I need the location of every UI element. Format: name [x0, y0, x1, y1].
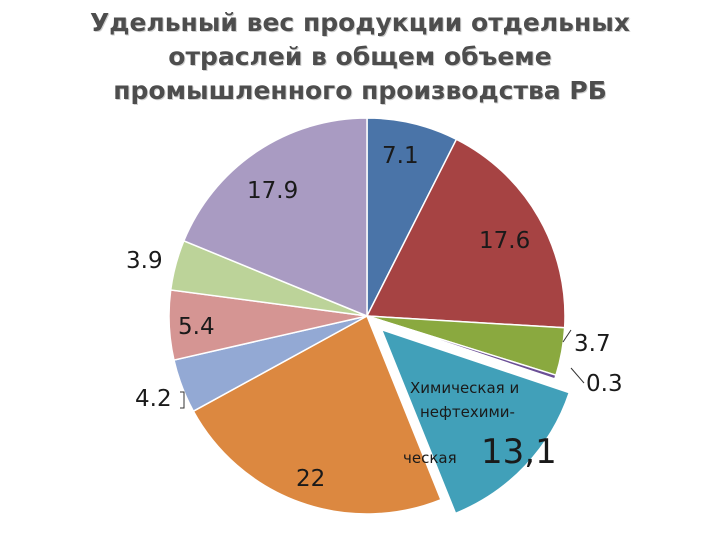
- slice-label-22: 22: [296, 466, 325, 492]
- leader-lines: [180, 329, 585, 409]
- slice-label-17-9: 17.9: [247, 178, 298, 204]
- slice-label-chem-value: 13,1: [481, 432, 557, 472]
- leader-line-0-3: [570, 367, 585, 384]
- slice-label-4-2: 4.2: [135, 386, 172, 412]
- slice-label-chem-line1: Химическая и: [410, 379, 519, 397]
- leader-line-4-2: [180, 391, 185, 409]
- slice-label-5-4: 5.4: [178, 314, 215, 340]
- chart-title: Удельный вес продукции отдельных отрасле…: [90, 8, 630, 105]
- slice-label-3-9: 3.9: [126, 248, 163, 274]
- slice-label-7-1: 7.1: [382, 143, 419, 169]
- pie-slice-9: [182, 117, 368, 318]
- slice-label-17-6: 17.6: [479, 228, 530, 254]
- pie-slice-5: [192, 314, 442, 515]
- pie-slices: [168, 117, 571, 515]
- leader-line-3-7: [562, 329, 572, 343]
- pie-slice-4: [380, 328, 571, 515]
- slice-labels: 7.1 17.6 3.7 0.3 Химическая и нефтехими-…: [126, 143, 623, 492]
- slice-label-chem-line3: ческая: [403, 449, 457, 467]
- slice-label-0-3: 0.3: [586, 371, 623, 397]
- slice-label-3-7: 3.7: [574, 331, 611, 357]
- pie-slice-3: [366, 315, 557, 380]
- pie-slice-1: [365, 138, 566, 329]
- slice-label-chem-line2: нефтехими-: [420, 403, 515, 421]
